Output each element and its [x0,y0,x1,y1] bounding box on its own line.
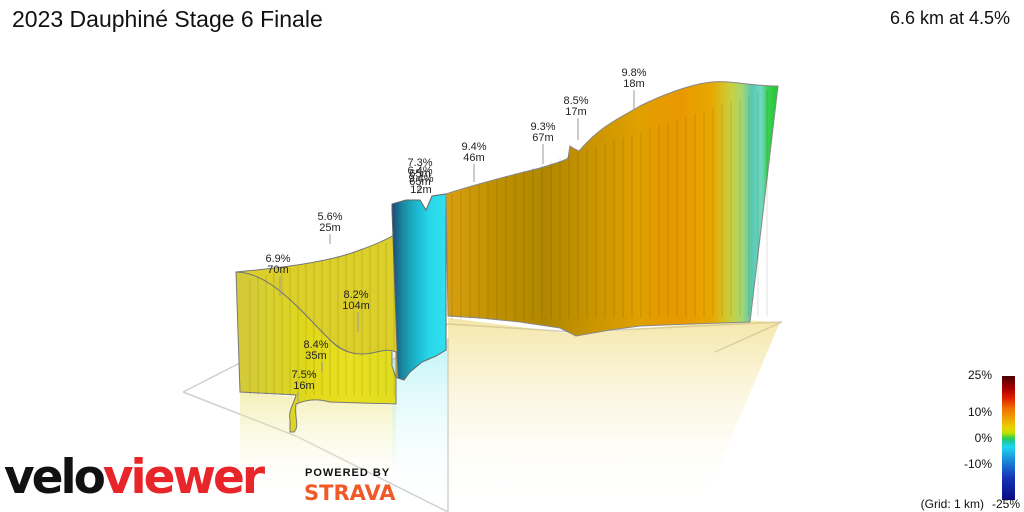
profile-reflection [240,318,780,512]
profile-wall-descent [391,193,447,381]
annotation-grade: 9.4% [408,173,433,185]
annotation-grade: 8.5% [563,95,588,107]
annotation-length: 17m [565,106,586,118]
annotation-length: 16m [293,380,314,392]
annotation-length: 67m [532,132,553,144]
chart-title: 2023 Dauphiné Stage 6 Finale [12,6,323,32]
strava-logo: STRAVA [304,481,396,505]
annotation-length: 25m [319,222,340,234]
annotation-grade: 9.8% [621,67,646,79]
profile-wall-upper [235,227,411,379]
annotation-grade: 6.4% [407,165,432,177]
veloviewer-logo: veloviewer [4,448,304,508]
annotation-grade: 6.9% [265,253,290,265]
annotation-length: 35m [305,350,326,362]
annotation-length: 12m [410,184,431,196]
annotation-length: 104m [342,300,370,312]
annotation-length: 46m [463,152,484,164]
annotation-grade: 7.5% [291,369,316,381]
annotation-grade: 7.3% [407,157,432,169]
annotation-length: 18m [623,78,644,90]
logo-text-viewer: viewer [102,450,265,505]
annotation-grade: 8.4% [303,339,328,351]
logo-text-velo: velo [4,450,106,505]
annotation-grade: 9.3% [530,121,555,133]
profile-stripes [249,89,768,395]
annotation-length: 65m [409,168,430,180]
annotation-length: 70m [267,264,288,276]
powered-by-label: POWERED BY [305,467,391,479]
annotation-grade: 5.6% [317,211,342,223]
annotation-grade: 9.4% [461,141,486,153]
climb-summary: 6.6 km at 4.5% [889,8,1010,28]
annotation-grade: 8.2% [343,289,368,301]
segment-annotations: 7.5%16m 8.4%35m 8.2%104m 6.9%70m 5.6%25m 7.3%… [265,67,647,402]
annotation-length: 65m [409,176,430,188]
profile-wall-climb [445,81,779,337]
